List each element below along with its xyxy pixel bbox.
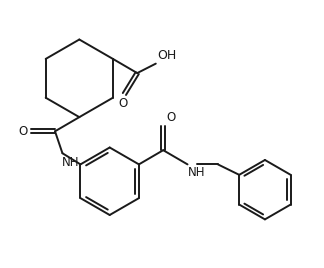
Text: O: O — [119, 97, 128, 110]
Text: OH: OH — [157, 49, 176, 62]
Text: NH: NH — [188, 166, 206, 179]
Text: O: O — [167, 111, 176, 124]
Text: O: O — [18, 125, 27, 138]
Text: NH: NH — [62, 156, 79, 169]
